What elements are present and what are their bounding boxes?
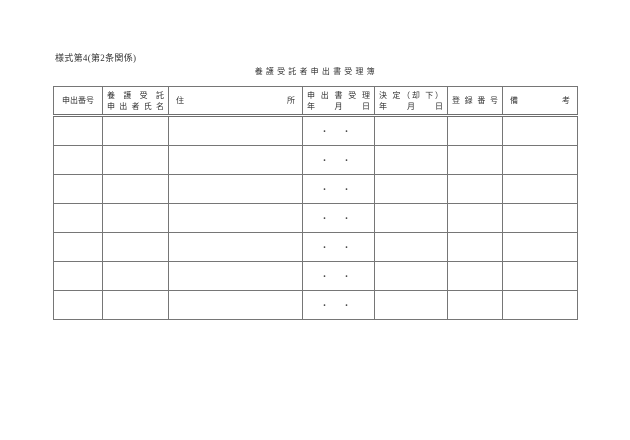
- column-header-registration-number: 登 録 番 号: [447, 86, 503, 117]
- table-row: ・ ・: [53, 203, 578, 233]
- cell-receipt-date: ・ ・: [302, 232, 375, 262]
- column-header-label: 登 録 番 号: [452, 96, 498, 105]
- cell-application-number: [53, 145, 103, 175]
- cell-application-number: [53, 290, 103, 320]
- column-header-decision-date: 決 定（却 下） 年 月 日: [374, 86, 448, 117]
- cell-applicant-name: [102, 115, 169, 146]
- column-header-label: 申 出 者 氏 名: [107, 101, 164, 111]
- column-header-label: 申 出 書 受 理: [307, 90, 370, 100]
- receipt-register-table: 申出番号 養 護 受 託 申 出 者 氏 名 住 所 申 出 書 受 理 年 月…: [53, 86, 578, 320]
- cell-registration-number: [447, 290, 503, 320]
- cell-receipt-date: ・ ・: [302, 174, 375, 204]
- column-header-label: 備 考: [510, 96, 570, 105]
- cell-registration-number: [447, 174, 503, 204]
- cell-remarks: [502, 174, 578, 204]
- cell-address: [168, 145, 303, 175]
- column-header-label: 養 護 受 託: [107, 90, 164, 100]
- cell-remarks: [502, 290, 578, 320]
- cell-decision-date: [374, 174, 448, 204]
- table-header-row: 申出番号 養 護 受 託 申 出 者 氏 名 住 所 申 出 書 受 理 年 月…: [53, 86, 578, 117]
- column-header-label: 住 所: [176, 96, 295, 105]
- page-title: 養 護 受 託 者 申 出 書 受 理 簿: [254, 67, 376, 76]
- cell-decision-date: [374, 232, 448, 262]
- cell-address: [168, 174, 303, 204]
- table-row: ・ ・: [53, 174, 578, 204]
- table-row: ・ ・: [53, 115, 578, 146]
- cell-receipt-date: ・ ・: [302, 290, 375, 320]
- cell-remarks: [502, 203, 578, 233]
- cell-remarks: [502, 232, 578, 262]
- cell-applicant-name: [102, 145, 169, 175]
- cell-address: [168, 203, 303, 233]
- cell-address: [168, 290, 303, 320]
- cell-application-number: [53, 261, 103, 291]
- cell-registration-number: [447, 145, 503, 175]
- form-number-label: 様式第4(第2条関係): [55, 53, 137, 63]
- cell-receipt-date: ・ ・: [302, 203, 375, 233]
- column-header-application-number: 申出番号: [53, 86, 103, 117]
- column-header-applicant-name: 養 護 受 託 申 出 者 氏 名: [102, 86, 169, 117]
- cell-registration-number: [447, 115, 503, 146]
- cell-address: [168, 261, 303, 291]
- table-row: ・ ・: [53, 261, 578, 291]
- cell-decision-date: [374, 145, 448, 175]
- cell-application-number: [53, 115, 103, 146]
- cell-remarks: [502, 261, 578, 291]
- cell-receipt-date: ・ ・: [302, 145, 375, 175]
- cell-applicant-name: [102, 290, 169, 320]
- cell-decision-date: [374, 115, 448, 146]
- cell-application-number: [53, 232, 103, 262]
- table-row: ・ ・: [53, 232, 578, 262]
- column-header-receipt-date: 申 出 書 受 理 年 月 日: [302, 86, 375, 117]
- cell-decision-date: [374, 290, 448, 320]
- cell-remarks: [502, 145, 578, 175]
- cell-address: [168, 115, 303, 146]
- column-header-label: 年 月 日: [307, 101, 370, 111]
- cell-receipt-date: ・ ・: [302, 115, 375, 146]
- cell-applicant-name: [102, 232, 169, 262]
- cell-application-number: [53, 174, 103, 204]
- column-header-label: 決 定（却 下）: [379, 90, 443, 100]
- cell-decision-date: [374, 203, 448, 233]
- cell-registration-number: [447, 203, 503, 233]
- cell-remarks: [502, 115, 578, 146]
- table-row: ・ ・: [53, 145, 578, 175]
- cell-decision-date: [374, 261, 448, 291]
- table-row: ・ ・: [53, 290, 578, 320]
- column-header-label: 申出番号: [62, 96, 94, 105]
- column-header-label: 年 月 日: [379, 101, 443, 111]
- cell-receipt-date: ・ ・: [302, 261, 375, 291]
- table-body: ・ ・・ ・・ ・・ ・・ ・・ ・・ ・: [53, 115, 578, 320]
- column-header-address: 住 所: [168, 86, 303, 117]
- cell-registration-number: [447, 261, 503, 291]
- cell-applicant-name: [102, 174, 169, 204]
- cell-registration-number: [447, 232, 503, 262]
- cell-applicant-name: [102, 203, 169, 233]
- cell-applicant-name: [102, 261, 169, 291]
- cell-address: [168, 232, 303, 262]
- cell-application-number: [53, 203, 103, 233]
- column-header-remarks: 備 考: [502, 86, 578, 117]
